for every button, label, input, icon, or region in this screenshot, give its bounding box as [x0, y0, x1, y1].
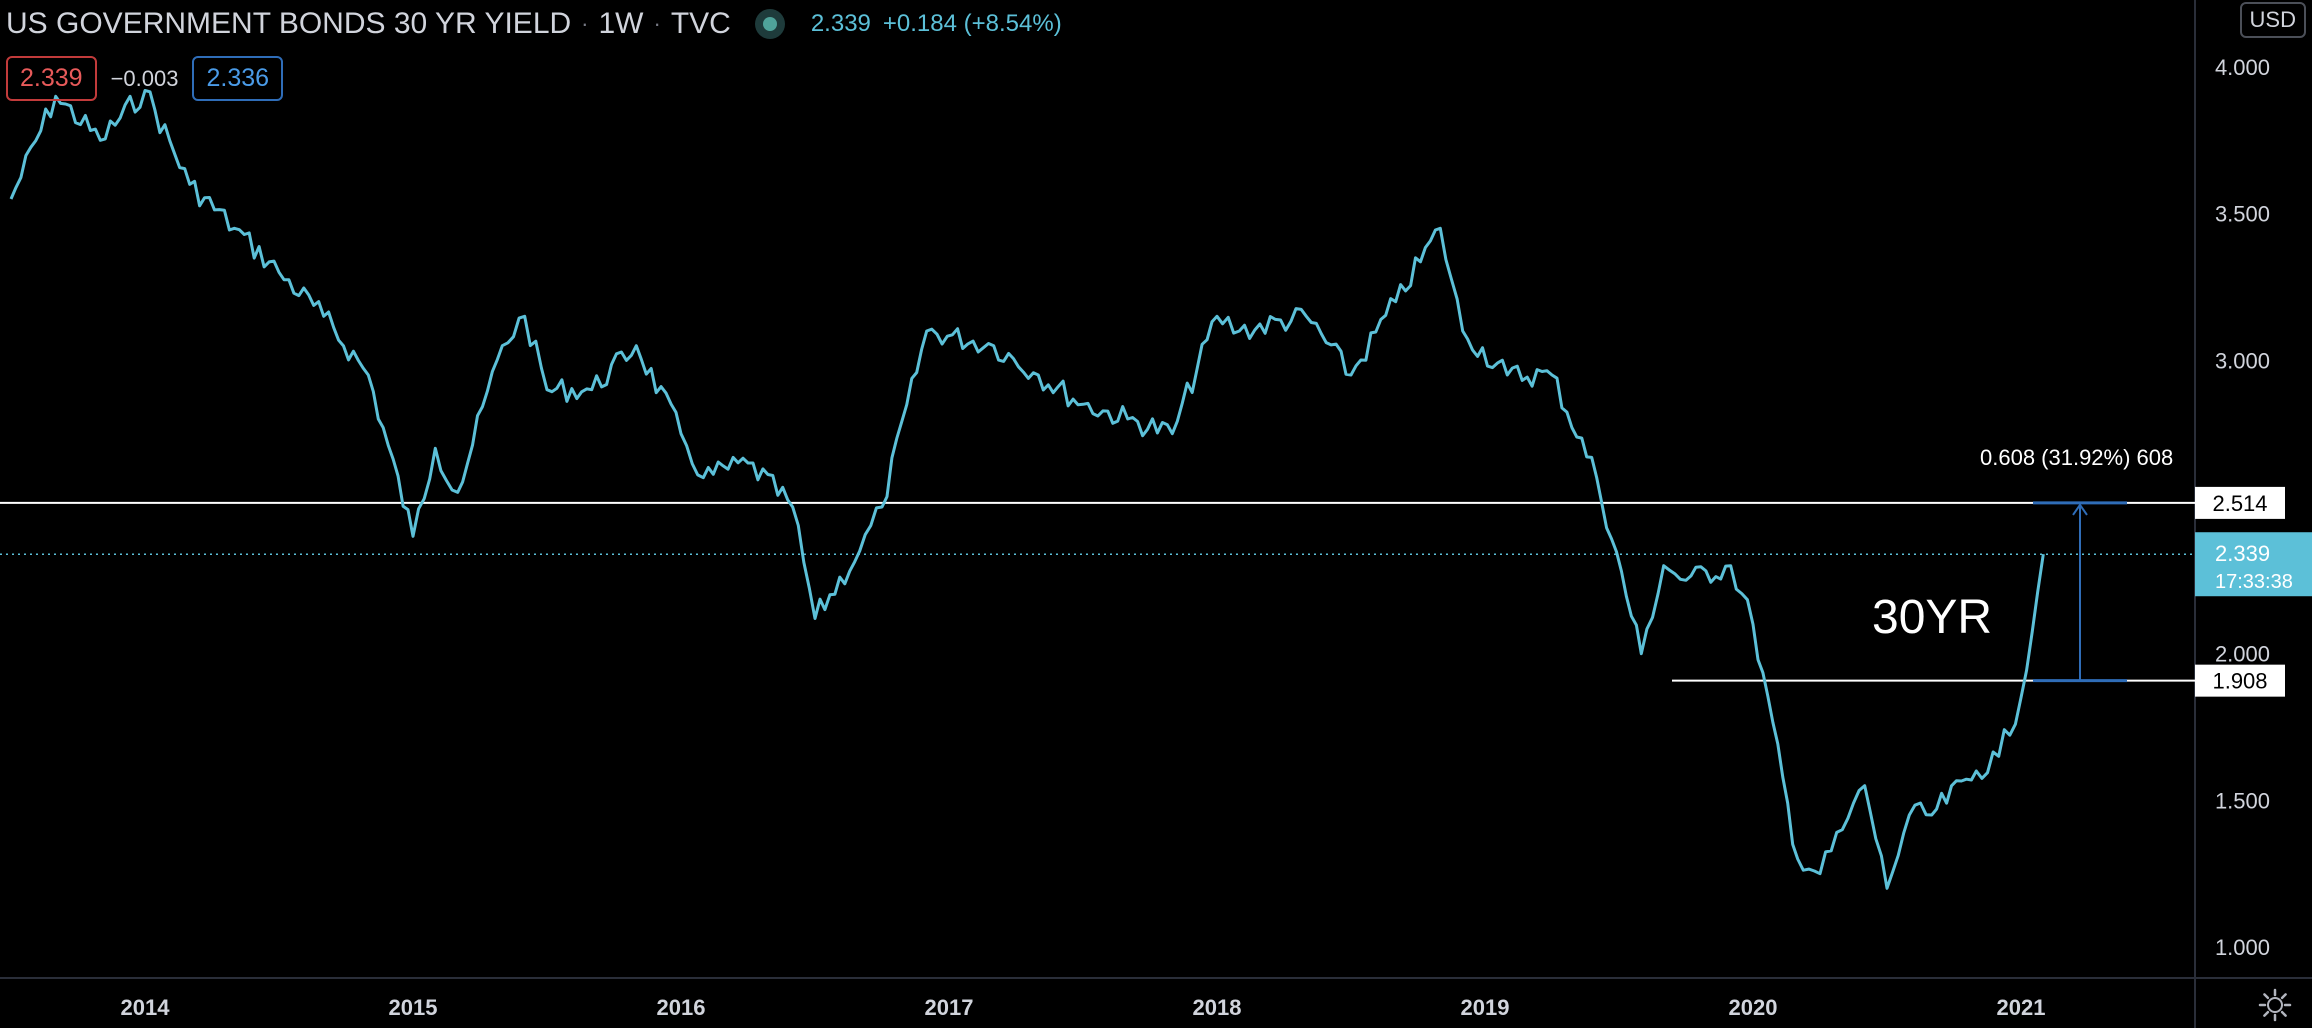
currency-button[interactable]: USD: [2239, 2, 2306, 38]
measure-label: 0.608 (31.92%) 608: [1980, 445, 2173, 470]
price-tag-label: 1.908: [2212, 669, 2267, 694]
x-tick-label: 2016: [657, 995, 706, 1020]
y-tick-label: 1.500: [2215, 788, 2270, 813]
current-price-tag-box: [2195, 532, 2312, 597]
price-tag-label: 2.514: [2212, 491, 2267, 516]
x-tick-label: 2015: [389, 995, 438, 1020]
market-status-icon[interactable]: [754, 9, 785, 39]
y-tick-label: 4.000: [2215, 55, 2270, 80]
y-tick-label: 3.500: [2215, 202, 2270, 227]
y-tick-label: 3.000: [2215, 348, 2270, 373]
header-separator: ·: [653, 11, 661, 36]
x-tick-label: 2018: [1193, 995, 1242, 1020]
y-tick-label: 1.000: [2215, 935, 2270, 960]
x-tick-label: 2014: [121, 995, 171, 1020]
y-tick-label: 2.000: [2215, 642, 2270, 667]
settings-gear-icon[interactable]: [2258, 988, 2292, 1022]
chart-header: US GOVERNMENT BONDS 30 YR YIELD · 1W · T…: [6, 6, 1062, 42]
x-tick-label: 2020: [1729, 995, 1778, 1020]
countdown-label: 17:33:38: [2215, 571, 2293, 593]
exchange-label: TVC: [670, 7, 731, 40]
measure-arrow-head: [2072, 503, 2088, 516]
buy-button[interactable]: 2.336: [192, 56, 284, 101]
price-change: +0.184 (+8.54%): [882, 10, 1062, 37]
price-tag-box: [2195, 664, 2285, 697]
sell-button[interactable]: 2.339: [6, 56, 97, 101]
symbol-title[interactable]: US GOVERNMENT BONDS 30 YR YIELD: [6, 7, 572, 40]
quote-panel: 2.339 −0.003 2.336: [6, 56, 284, 101]
last-price: 2.339: [810, 10, 871, 37]
header-separator: ·: [581, 11, 589, 36]
x-tick-label: 2017: [925, 995, 974, 1020]
yield-line-series: [9, 89, 2045, 890]
price-tag-box: [2195, 486, 2285, 519]
interval-label[interactable]: 1W: [598, 7, 644, 40]
x-tick-label: 2021: [1997, 995, 2046, 1020]
x-tick-label: 2019: [1461, 995, 1510, 1020]
annotation-30yr: 30YR: [1872, 591, 1992, 644]
spread-value: −0.003: [110, 65, 179, 91]
current-price-tag-label: 2.339: [2215, 541, 2270, 566]
